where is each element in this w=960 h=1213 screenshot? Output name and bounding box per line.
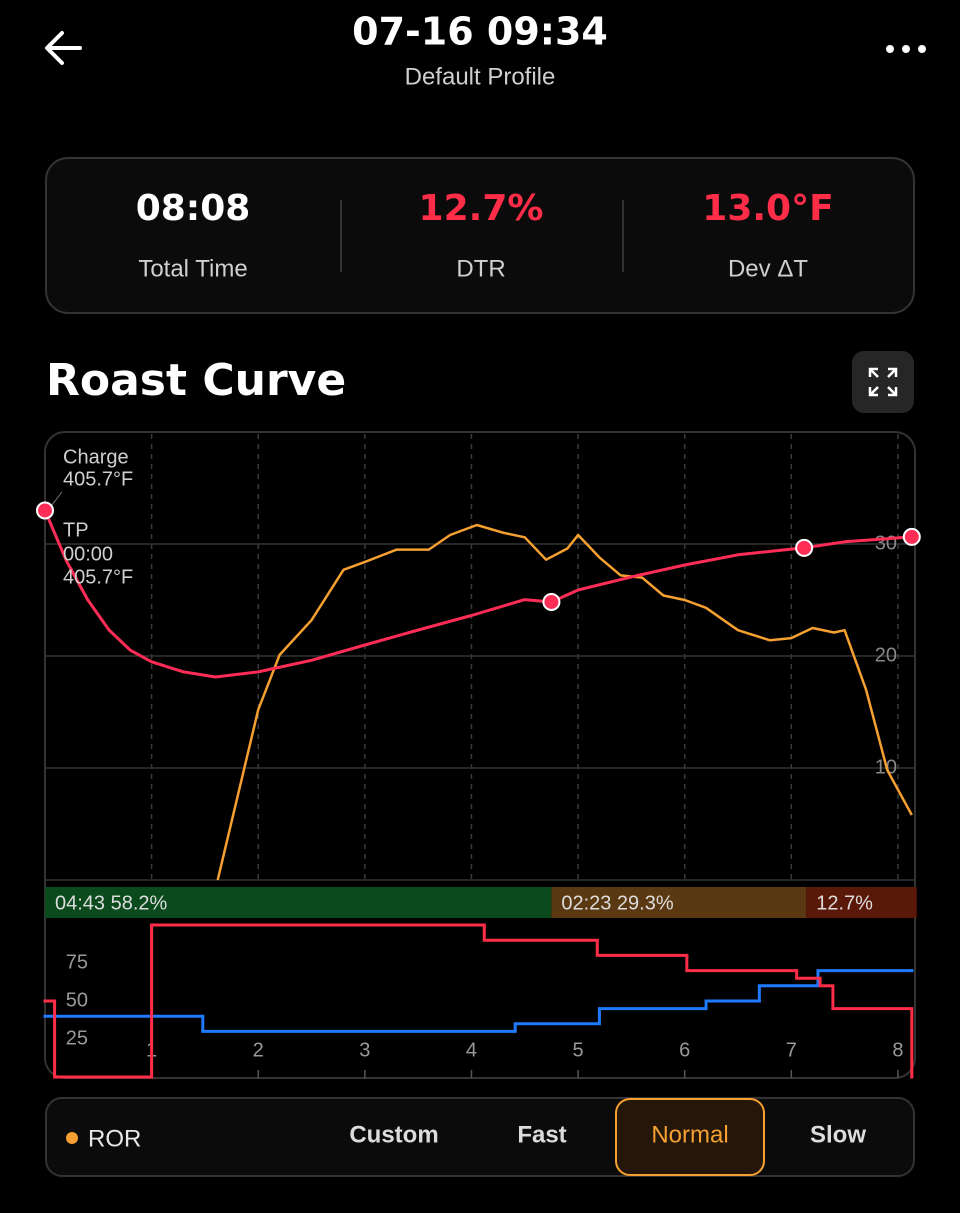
phase-label: 12.7% (816, 892, 873, 914)
fullscreen-button[interactable] (852, 351, 914, 413)
stat-value: 13.0°F (702, 188, 833, 229)
stat-value: 08:08 (136, 188, 251, 229)
back-button[interactable] (45, 31, 82, 65)
phase-label: 04:43 58.2% (55, 892, 168, 914)
curve-option[interactable]: Slow (810, 1121, 866, 1148)
dot (886, 45, 894, 53)
x-tick-label: 7 (786, 1039, 797, 1061)
button-bg (852, 351, 914, 413)
page-title: 07-16 09:34 (352, 10, 608, 54)
event-marker (36, 501, 54, 520)
legend-label: ROR (88, 1125, 141, 1152)
curve-option[interactable]: Custom (349, 1121, 438, 1148)
section-title: Roast Curve (46, 355, 346, 406)
x-tick-label: 4 (466, 1039, 477, 1061)
x-tick-label: 5 (573, 1039, 584, 1061)
page-subtitle: Default Profile (405, 63, 556, 90)
annotation: TP (63, 519, 89, 541)
y-tick-label: 50 (66, 989, 88, 1011)
series-line (43, 509, 912, 679)
curve-selector (45, 1097, 915, 1177)
curve-option[interactable]: Fast (517, 1121, 566, 1148)
selected-option-bg (615, 1098, 765, 1176)
x-tick-label: 6 (679, 1039, 690, 1061)
phase-label: 02:23 29.3% (561, 892, 674, 914)
phase-bar: 04:43 58.2% 02:23 29.3% 12.7% (45, 887, 917, 918)
phase-segment (45, 887, 552, 918)
y-tick-label: 20 (875, 644, 897, 666)
stat-value: 12.7% (419, 188, 544, 229)
stat-label: Dev ΔT (728, 255, 808, 282)
y-tick-label: 25 (66, 1027, 88, 1049)
fullscreen-icon (868, 367, 898, 397)
control-chart: 25507512345678 (43, 923, 914, 1079)
x-tick-label: 8 (892, 1039, 903, 1061)
chart-card (44, 431, 916, 1079)
series-line (216, 523, 913, 881)
more-button[interactable] (886, 45, 926, 53)
event-marker (795, 538, 814, 557)
annotation: Charge (63, 446, 129, 468)
phase-segment (551, 887, 807, 918)
y-tick-label: 30 (875, 532, 897, 554)
footer: ROR Custom Fast Normal Slow (66, 1098, 866, 1176)
annotation: 405.7°F (63, 566, 133, 588)
y-tick-label: 75 (66, 951, 88, 973)
dot (918, 45, 926, 53)
legend-dot (66, 1132, 78, 1144)
event-marker (542, 592, 561, 611)
x-tick-label: 3 (359, 1039, 370, 1061)
stats-card (45, 157, 915, 314)
stat-label: DTR (456, 255, 505, 282)
dot (902, 45, 910, 53)
stat-label: Total Time (138, 255, 247, 282)
phase-segment (806, 887, 917, 918)
x-tick-label: 2 (253, 1039, 264, 1061)
annotation: 405.7°F (63, 468, 133, 490)
event-marker (902, 527, 921, 546)
annotation: 00:00 (63, 543, 113, 565)
curve-option[interactable]: Normal (651, 1121, 728, 1148)
